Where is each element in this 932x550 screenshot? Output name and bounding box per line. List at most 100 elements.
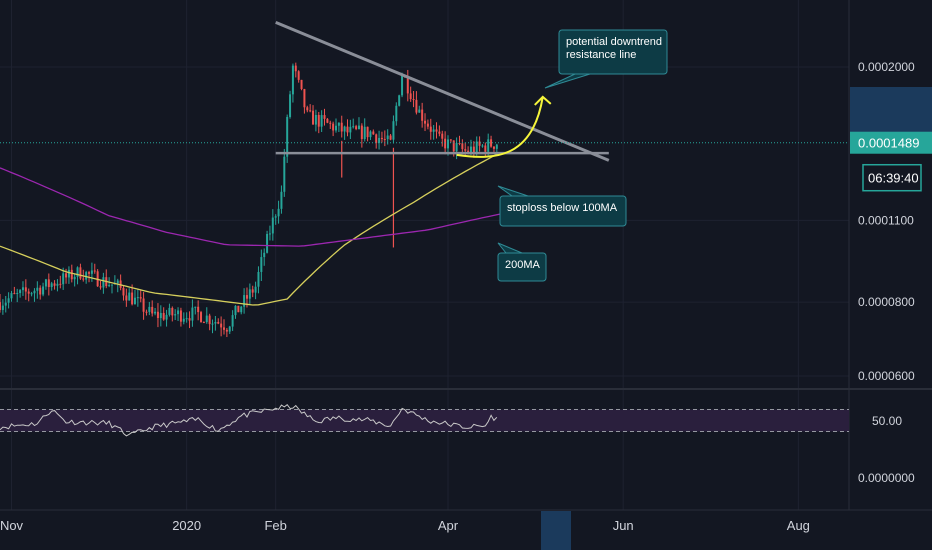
candle-body <box>145 311 148 313</box>
candle-body <box>406 77 409 94</box>
candle-body <box>33 290 36 294</box>
candle-body <box>85 272 88 280</box>
rsi-panel <box>0 404 849 437</box>
candle-body <box>21 287 24 291</box>
candle-body <box>395 105 398 122</box>
rsi-tick-label: 50.00 <box>872 414 902 428</box>
candle-body <box>309 110 312 112</box>
candle-body <box>438 131 441 134</box>
candle-body <box>185 318 188 320</box>
candle-body <box>487 139 490 152</box>
candle-body <box>76 267 79 277</box>
time-tick-label: Apr <box>438 518 459 533</box>
rsi-band <box>0 409 849 432</box>
candle-body <box>154 311 157 314</box>
candle-body <box>217 321 220 324</box>
candle-body <box>415 99 418 113</box>
candle-body <box>67 269 70 278</box>
candle-body <box>484 145 487 152</box>
candle-body <box>360 125 363 140</box>
candle-body <box>266 234 269 253</box>
candle-body <box>378 137 381 143</box>
candle-body <box>357 125 360 130</box>
candle-body <box>65 273 68 278</box>
candle-body <box>386 135 389 140</box>
candle-body <box>475 141 478 153</box>
candle-body <box>432 129 435 132</box>
candle-body <box>122 287 125 296</box>
candles <box>0 62 498 338</box>
candle-body <box>179 310 182 322</box>
candle-body <box>490 139 493 147</box>
candle-body <box>205 315 208 323</box>
candle-body <box>13 293 16 295</box>
candle-body <box>389 135 392 140</box>
candle-body <box>70 269 73 280</box>
candle-body <box>102 277 105 288</box>
candle-body <box>346 126 349 133</box>
candle-body <box>260 257 263 272</box>
candle-body <box>174 314 177 316</box>
candle-body <box>136 297 139 299</box>
candle-body <box>171 307 174 316</box>
candle-body <box>458 143 461 145</box>
candle-body <box>274 216 277 218</box>
candle-body <box>398 95 401 106</box>
resistance-line[interactable] <box>275 20 610 162</box>
candle-body <box>82 278 85 280</box>
candle-body <box>332 123 335 131</box>
candle-body <box>492 146 495 149</box>
candle-body <box>30 293 33 295</box>
candle-body <box>53 283 56 286</box>
candle-body <box>472 146 475 153</box>
candle-body <box>426 123 429 127</box>
candle-body <box>234 305 237 316</box>
candle-body <box>251 289 254 293</box>
candle-body <box>254 286 257 293</box>
candle-body <box>455 143 458 152</box>
candle-body <box>177 310 180 315</box>
candle-body <box>369 131 372 138</box>
candle-body <box>42 286 45 295</box>
candle-body <box>39 287 42 295</box>
candle-body <box>191 307 194 321</box>
candle-body <box>50 283 53 288</box>
candle-body <box>435 129 438 132</box>
projection-arrow <box>456 96 544 158</box>
annotations: potential downtrend resistance line stoplo… <box>497 29 668 282</box>
candle-body <box>119 280 122 288</box>
candle-body <box>323 115 326 119</box>
candle-body <box>289 94 292 117</box>
candle-body <box>47 279 50 288</box>
candle-body <box>481 145 484 147</box>
candle-body <box>461 143 464 150</box>
callout-resistance-tip <box>544 73 591 89</box>
candle-body <box>383 138 386 140</box>
candle-body <box>27 291 30 294</box>
candle-body <box>214 321 217 324</box>
candle-body <box>478 141 481 146</box>
candle-body <box>79 267 82 279</box>
price-tick-label: 0.0000800 <box>858 295 915 309</box>
callout-resistance-text: potential downtrend resistance line <box>566 36 662 61</box>
candle-body <box>495 144 498 149</box>
candle-body <box>188 318 191 321</box>
candle-body <box>372 131 375 135</box>
candle-body <box>168 307 171 315</box>
callout-stoploss-text: stoploss below 100MA <box>507 202 618 214</box>
price-tick-label: 0.0001100 <box>858 213 914 227</box>
candle-body <box>421 109 424 121</box>
candle-body <box>223 327 225 330</box>
candle-body <box>133 297 136 305</box>
candle-body <box>108 285 111 287</box>
candle-body <box>452 140 455 152</box>
callout-ma200-line: 200MA <box>505 259 541 271</box>
time-axis-highlight <box>541 511 571 550</box>
candle-body <box>314 114 317 125</box>
candle-body <box>16 293 19 295</box>
candle-body <box>59 283 62 285</box>
candle-body <box>208 315 211 325</box>
callout-stoploss-box <box>499 195 627 227</box>
candle-body <box>286 116 289 157</box>
